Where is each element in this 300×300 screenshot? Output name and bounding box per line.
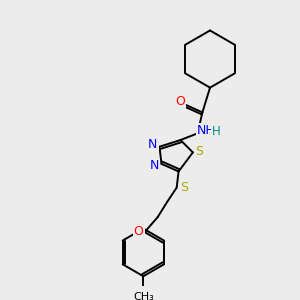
Text: O: O [176,95,185,108]
Text: NH: NH [197,124,216,137]
Text: S: S [180,181,188,194]
Text: CH₃: CH₃ [133,292,154,300]
Text: N: N [148,138,158,151]
Text: O: O [134,225,143,238]
Text: H: H [212,125,221,138]
Text: N: N [150,159,160,172]
Text: S: S [196,145,203,158]
